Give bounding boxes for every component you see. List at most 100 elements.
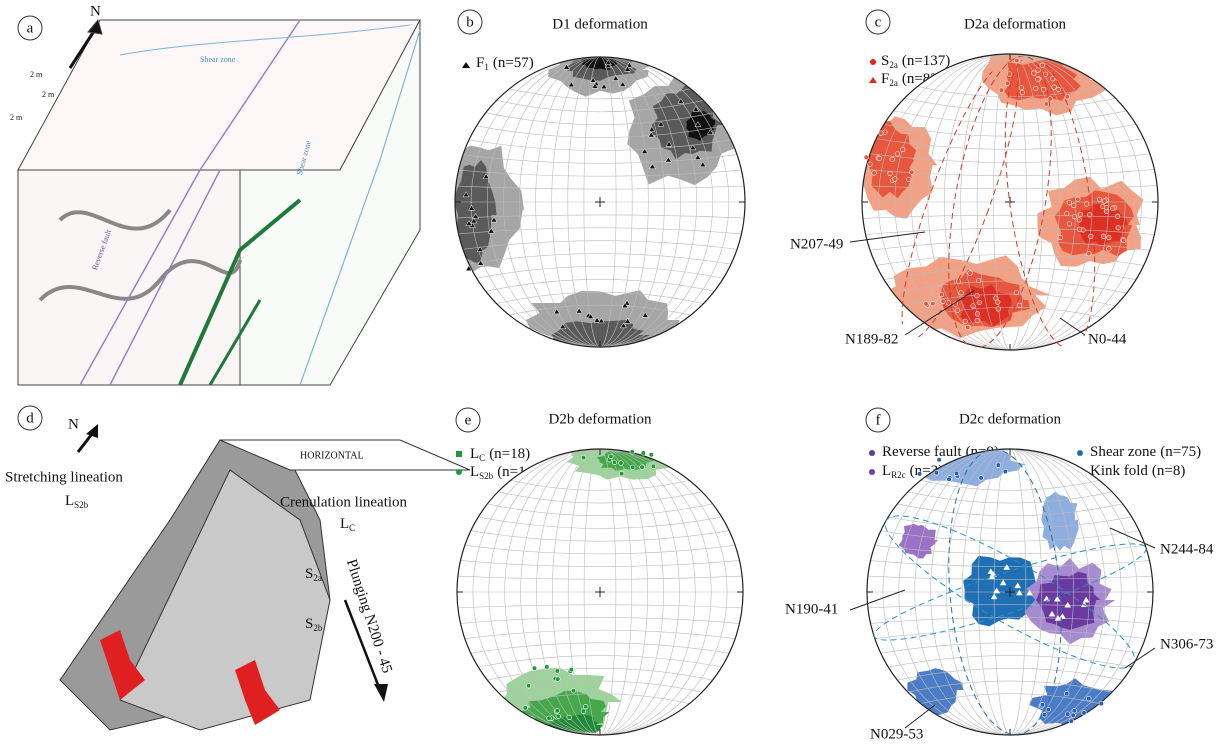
label: HORIZONTAL: [300, 450, 364, 461]
label: Shear zone: [200, 55, 236, 64]
label: b: [466, 14, 474, 30]
pole: [930, 301, 936, 307]
pole: [689, 144, 697, 151]
pole: [970, 303, 976, 309]
pole: [648, 126, 656, 132]
pole: [657, 120, 665, 127]
pole: [936, 457, 942, 463]
net-grid: [457, 544, 743, 555]
symbol-main: S: [881, 53, 889, 69]
pole: [1081, 710, 1087, 716]
pole: [1018, 85, 1024, 91]
pole: [570, 688, 577, 694]
net-grid: [867, 655, 1153, 672]
label: N: [90, 3, 101, 19]
pole: [665, 140, 673, 147]
pole: [647, 131, 655, 138]
symbol-main: L: [340, 516, 349, 532]
pole: [1033, 85, 1039, 92]
contour: [959, 284, 1012, 328]
symbol-sub: R2c: [891, 470, 906, 480]
pole: [1064, 94, 1070, 100]
symbol-main: S: [305, 616, 313, 632]
legend-marker: [456, 451, 462, 457]
pole: [591, 82, 599, 89]
symbol-label: S2a: [305, 566, 322, 583]
pole: [1051, 84, 1057, 90]
net-grid: [862, 135, 1158, 150]
pole: [1086, 250, 1092, 257]
label: 2 m: [42, 90, 55, 99]
pole: [482, 173, 490, 179]
pole: [462, 191, 470, 198]
pole: [1003, 564, 1011, 570]
pole: [554, 668, 560, 674]
pole: [640, 450, 646, 456]
pole: [580, 708, 586, 714]
pole: [965, 324, 971, 331]
pole: [1109, 205, 1116, 211]
label: N: [68, 416, 79, 432]
pole: [546, 715, 552, 721]
contour: [963, 555, 1040, 627]
pole: [889, 156, 895, 162]
pole: [626, 61, 633, 68]
symbol-label: S2b: [305, 616, 323, 633]
label: Stretching lineation: [5, 469, 123, 485]
label: N0-44: [1088, 331, 1127, 347]
symbol-count: (n=137): [902, 53, 950, 69]
pole: [958, 290, 964, 296]
pole: [611, 459, 618, 466]
pole: [487, 227, 495, 234]
pole: [1087, 212, 1093, 218]
pole: [619, 81, 627, 87]
pole: [1040, 86, 1047, 92]
pole: [1064, 601, 1072, 608]
pole: [1045, 706, 1051, 713]
pole: [465, 265, 473, 271]
legend-marker: [869, 77, 877, 83]
pole: [618, 460, 624, 466]
symbol-label: Kink fold (n=8): [1090, 463, 1185, 479]
net-grid: [862, 103, 1158, 124]
symbol-main: L: [470, 446, 479, 462]
net-grid: [455, 279, 745, 299]
pole: [567, 81, 575, 88]
net-grid: [455, 185, 745, 190]
pole: [465, 220, 473, 226]
panel-circle: [17, 15, 43, 41]
pole: [1039, 702, 1046, 708]
pole: [1066, 200, 1072, 206]
pole: [1106, 246, 1112, 252]
pole: [608, 453, 614, 459]
legend-marker: [869, 469, 875, 475]
pole: [1068, 718, 1074, 724]
pole: [953, 470, 960, 477]
pole: [648, 452, 654, 458]
pole: [1039, 62, 1045, 68]
pole: [641, 311, 649, 318]
pole: [1065, 711, 1071, 717]
pole: [563, 63, 571, 70]
pole: [470, 217, 478, 224]
great-circle: [873, 543, 1147, 641]
symbol-main: L: [65, 493, 74, 509]
label: 2 m: [30, 70, 43, 79]
pole: [876, 155, 882, 161]
pole: [978, 475, 984, 481]
label: D2b deformation: [549, 411, 652, 427]
label: c: [875, 14, 882, 30]
pole: [531, 665, 538, 671]
pole: [894, 151, 900, 157]
pole: [1050, 76, 1056, 82]
symbol-label: LS2b: [65, 493, 89, 510]
pole: [621, 302, 629, 309]
symbol-label: LC: [340, 516, 355, 533]
net-grid: [867, 575, 1153, 580]
pole: [544, 664, 550, 670]
pole: [867, 161, 873, 167]
pole: [999, 579, 1007, 586]
label: D2c deformation: [959, 411, 1062, 427]
net-grid: [457, 629, 743, 640]
pole: [1106, 235, 1112, 241]
